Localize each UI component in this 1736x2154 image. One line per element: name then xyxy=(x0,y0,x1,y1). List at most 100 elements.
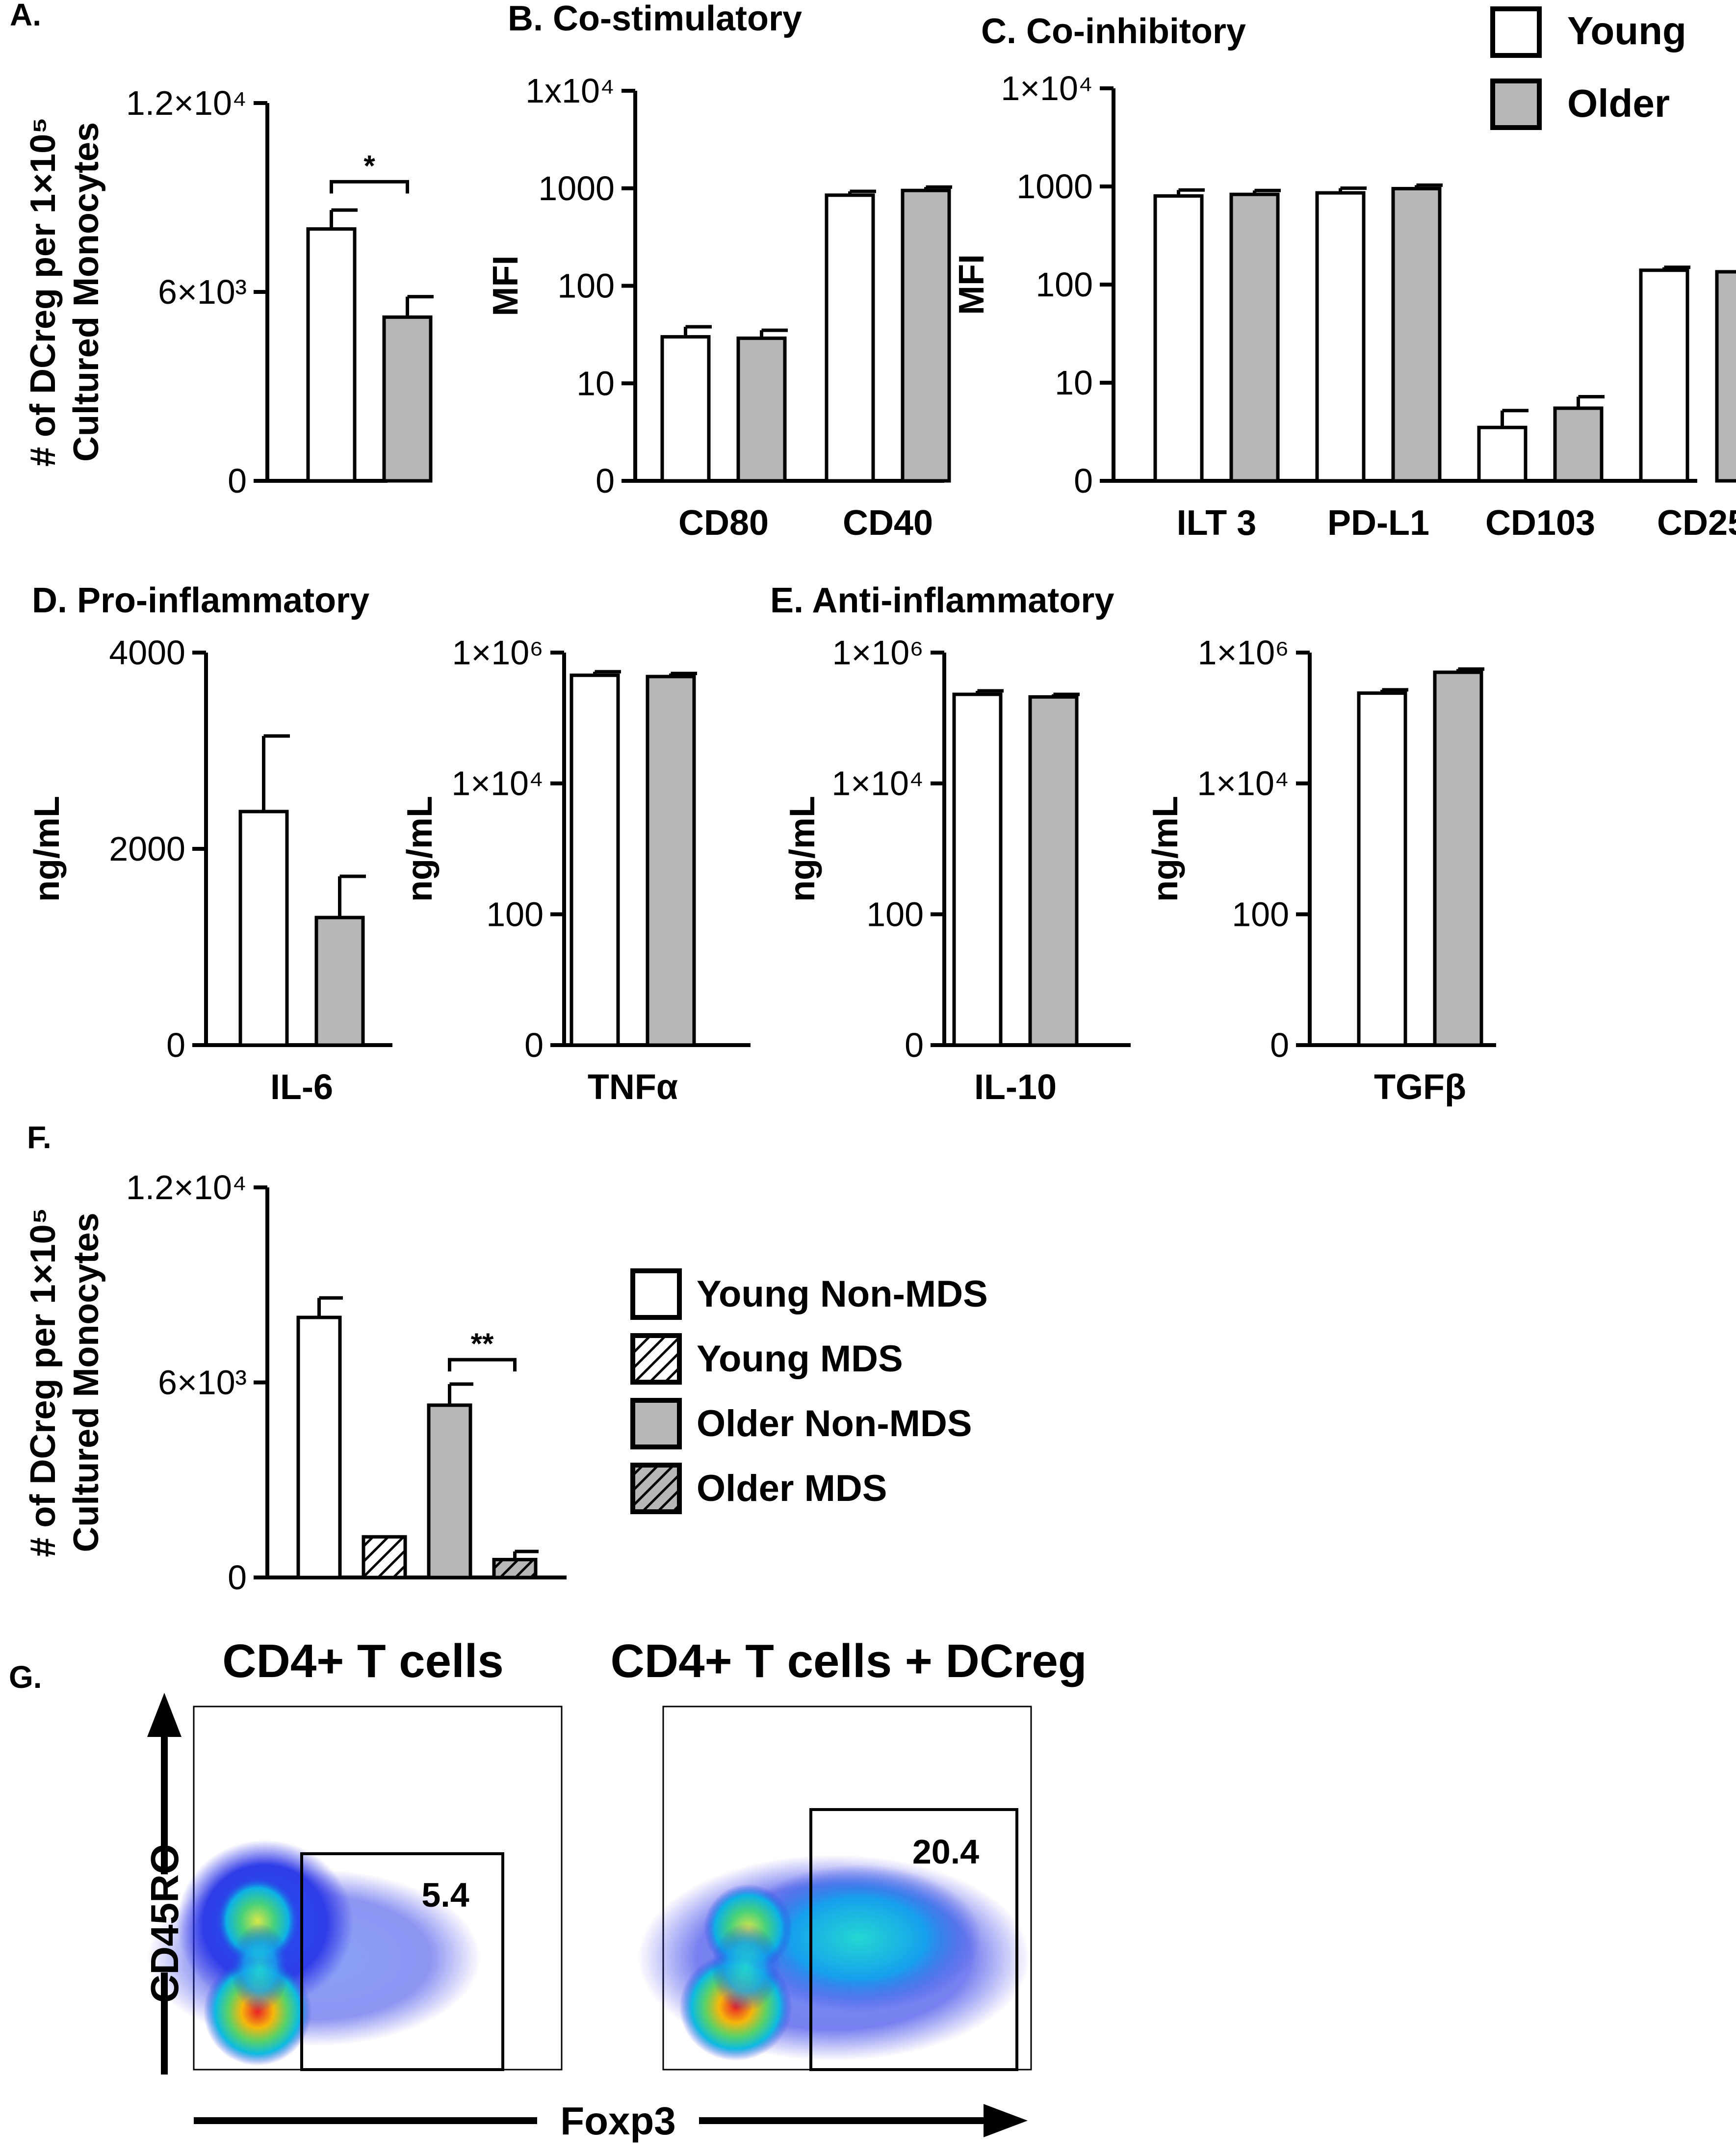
arrow-up-icon xyxy=(147,1693,181,1737)
bar-older xyxy=(1229,192,1280,483)
bar-older xyxy=(382,315,433,483)
legend-f-label-young-non-mds: Young Non-MDS xyxy=(697,1273,988,1315)
y-tick-label: 0 xyxy=(166,1026,185,1064)
y-tick-label: 100 xyxy=(866,895,924,933)
y-tick-label: 6×10³ xyxy=(158,1364,247,1402)
legend-f-swatch-young-mds xyxy=(630,1333,682,1385)
y-tick-label: 100 xyxy=(1036,265,1093,304)
y-tick-label: 1×10⁴ xyxy=(1197,764,1289,803)
y-axis-label: ng/mL xyxy=(1146,796,1185,902)
flow-y-axis-label: CD45RO xyxy=(143,1844,186,2003)
legend-label-older: Older xyxy=(1567,81,1670,125)
chart-title: B. Co-stimulatory xyxy=(508,0,802,38)
bar-young xyxy=(1477,425,1528,483)
chart-title: E. Anti-inflammatory xyxy=(770,581,1114,620)
bar-young xyxy=(825,193,875,483)
y-tick-label: 0 xyxy=(228,462,247,500)
y-tick-label: 1000 xyxy=(538,169,615,208)
flow-gate-1 xyxy=(300,1852,504,2071)
y-tick-label: 2000 xyxy=(109,830,185,868)
y-tick-label: 1×10⁴ xyxy=(451,764,544,803)
y-tick-label: 100 xyxy=(1232,895,1289,933)
flow-plot-1-density xyxy=(147,1840,481,2066)
flow-title-1: CD4+ T cells xyxy=(222,1635,504,1687)
panel-label: A. xyxy=(10,0,41,32)
x-tick-label: PD-L1 xyxy=(1327,503,1429,543)
arrow-right-icon xyxy=(984,2104,1028,2137)
panel-label-g: G. xyxy=(9,1659,42,1695)
bar-older xyxy=(1391,186,1442,483)
bar-older xyxy=(314,916,365,1047)
x-tick-label: TGFβ xyxy=(1374,1068,1466,1107)
flow-x-axis-label: Foxp3 xyxy=(560,2099,676,2143)
flow-plot-2-density xyxy=(638,1855,1030,2061)
y-tick-label: 6×10³ xyxy=(158,273,247,311)
panel-label: F. xyxy=(27,1120,52,1155)
bar-older xyxy=(646,675,696,1047)
y-tick-label: 4000 xyxy=(109,633,185,672)
y-tick-label: 0 xyxy=(596,462,615,500)
y-axis-label: Cultured Monocytes xyxy=(67,122,106,462)
chart-f: 0 6×10³ 1.2×10⁴ F. # of DCreg per 1×10⁵ Cultu… xyxy=(24,1120,567,1597)
bar-older-mds xyxy=(492,1558,538,1579)
y-axis-label: ng/mL xyxy=(783,796,822,902)
bar-young xyxy=(952,692,1003,1047)
y-tick-label: 0 xyxy=(1270,1026,1289,1064)
legend-top: Young Older xyxy=(1490,6,1686,130)
y-tick-label: 0 xyxy=(228,1558,247,1597)
y-axis-label: ng/mL xyxy=(400,796,440,902)
bar-young xyxy=(306,227,357,483)
significance-bracket xyxy=(330,180,409,194)
bar-older xyxy=(1028,695,1079,1047)
y-tick-label: 1×10⁴ xyxy=(831,764,924,803)
chart-title: D. Pro-inflammatory xyxy=(32,581,369,620)
y-axis-label: # of DCreg per 1×10⁵ xyxy=(24,117,63,467)
legend-f-swatch-older-non-mds xyxy=(630,1398,682,1449)
bar-young xyxy=(1639,268,1689,483)
y-tick-label: 0 xyxy=(1074,462,1093,500)
chart-a: 0 6×10³ 1.2×10⁴ A. # of DCreg per 1×10⁵ Cultu… xyxy=(10,0,434,500)
y-tick-label: 100 xyxy=(557,267,615,305)
x-tick-label: CD25 xyxy=(1657,503,1736,543)
y-axis-label: Cultured Monocytes xyxy=(67,1212,106,1552)
flow-plot-1: 5.4 xyxy=(147,1706,563,2071)
flow-x-axis: Foxp3 xyxy=(194,2099,1028,2143)
bar-young xyxy=(1315,191,1366,483)
y-tick-label: 10 xyxy=(576,364,615,402)
chart-d1: 0 2000 4000 D. Pro-inflammatory ng/mL IL-6 xyxy=(27,581,392,1107)
y-tick-label: 1x10⁴ xyxy=(525,72,615,110)
flow-plot-2: 20.4 xyxy=(638,1706,1032,2071)
x-tick-label: TNFα xyxy=(588,1068,678,1107)
bar-young xyxy=(238,810,289,1047)
x-tick-label: IL-6 xyxy=(270,1068,333,1107)
bar-older xyxy=(901,188,951,483)
significance-label: ** xyxy=(471,1327,494,1360)
bar-older-non-mds xyxy=(427,1403,472,1579)
y-tick-label: 1×10⁶ xyxy=(1198,633,1289,672)
bar-older xyxy=(1553,406,1604,483)
y-tick-label: 1000 xyxy=(1016,167,1093,206)
significance-bracket xyxy=(448,1358,517,1372)
bar-older xyxy=(736,336,787,483)
significance-label: * xyxy=(363,149,375,182)
flow-gate-2 xyxy=(809,1808,1018,2071)
x-tick-label: CD103 xyxy=(1485,503,1595,543)
x-tick-label: ILT 3 xyxy=(1177,503,1257,543)
legend-f-swatch-older-mds xyxy=(630,1463,682,1514)
flow-title-2: CD4+ T cells + DCreg xyxy=(610,1635,1087,1687)
flow-y-axis: CD45RO xyxy=(143,1693,186,2075)
chart-c: 0 10 100 1000 1×10⁴ C. Co-inhibitory MFI ILT 3 P… xyxy=(952,12,1736,543)
y-tick-label: 1.2×10⁴ xyxy=(126,84,247,122)
chart-d2: 0 100 1×10⁴ 1×10⁶ ng/mL TNFα xyxy=(400,633,751,1107)
legend-f: Young Non-MDS Young MDS Older Non-MDS Ol… xyxy=(630,1268,988,1514)
panel-g: G. CD4+ T cells CD4+ T cells + DCreg 5.4 xyxy=(9,1635,1087,2143)
y-tick-label: 1×10⁶ xyxy=(452,633,544,672)
y-tick-label: 1×10⁶ xyxy=(832,633,924,672)
y-axis-label: MFI xyxy=(486,256,525,316)
legend-f-label-older-non-mds: Older Non-MDS xyxy=(697,1403,972,1445)
chart-e1: 0 100 1×10⁴ 1×10⁶ E. Anti-inflammatory ng/mL I… xyxy=(770,581,1131,1107)
legend-f-label-young-mds: Young MDS xyxy=(697,1338,903,1380)
y-tick-label: 1.2×10⁴ xyxy=(126,1168,247,1207)
